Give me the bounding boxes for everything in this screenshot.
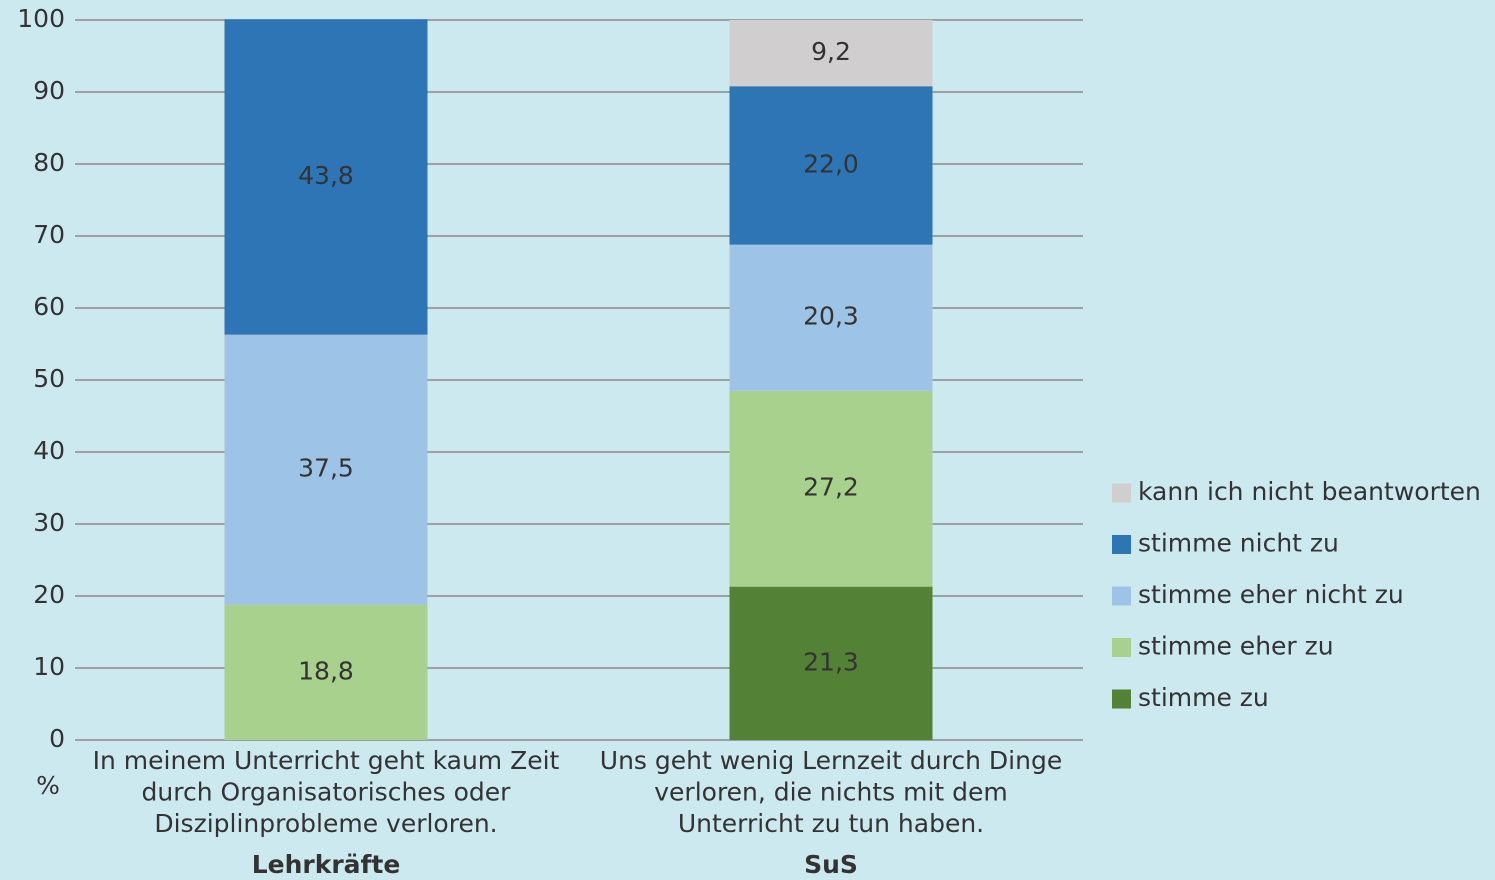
x-tick-label: In meinem Unterricht geht kaum Zeit durch… (93, 746, 560, 838)
bar-segment (224, 604, 428, 740)
data-label: 37,5 (298, 454, 354, 483)
bar-segment (729, 86, 933, 245)
legend-label: stimme eher zu (1138, 632, 1334, 661)
legend-label: kann ich nicht beantworten (1138, 477, 1481, 506)
legend-swatch (1112, 535, 1131, 554)
bar-segment (224, 19, 428, 335)
legend-label: stimme nicht zu (1138, 529, 1339, 558)
legend-swatch (1112, 586, 1131, 606)
legend-label: stimme eher nicht zu (1138, 580, 1404, 609)
x-tick-label: Uns geht wenig Lernzeit durch Dinge verlo… (600, 746, 1062, 838)
data-label: 9,2 (811, 37, 851, 66)
bar-segment (729, 244, 933, 391)
data-label: 43,8 (298, 161, 354, 190)
legend-swatch (1112, 483, 1131, 503)
group-label: SuS (804, 850, 858, 879)
y-tick-label: 0 (49, 724, 65, 753)
y-tick-label: 100 (17, 4, 65, 33)
y-tick-label: 10 (33, 652, 65, 681)
y-tick-label: 20 (33, 580, 65, 609)
y-tick-label: 40 (33, 436, 65, 465)
legend-swatch (1112, 638, 1131, 657)
legend-label: stimme zu (1138, 683, 1269, 712)
bar-segment (729, 586, 933, 740)
data-label: 27,2 (803, 473, 859, 502)
data-label: 20,3 (803, 302, 859, 331)
data-label: 18,8 (298, 656, 354, 685)
y-tick-label: 80 (33, 148, 65, 177)
data-label: 21,3 (803, 647, 859, 676)
group-label: Lehrkräfte (252, 850, 401, 879)
y-tick-label: 60 (33, 292, 65, 321)
y-tick-label: 30 (33, 508, 65, 537)
y-tick-label: 90 (33, 76, 65, 105)
legend-swatch (1112, 689, 1131, 709)
data-label: 22,0 (803, 149, 859, 178)
bar-segment (224, 334, 428, 605)
bar-segment (729, 20, 933, 87)
bar-segment (729, 390, 933, 587)
y-tick-label: 50 (33, 364, 65, 393)
y-axis-label: % (36, 771, 60, 800)
y-tick-label: 70 (33, 220, 65, 249)
